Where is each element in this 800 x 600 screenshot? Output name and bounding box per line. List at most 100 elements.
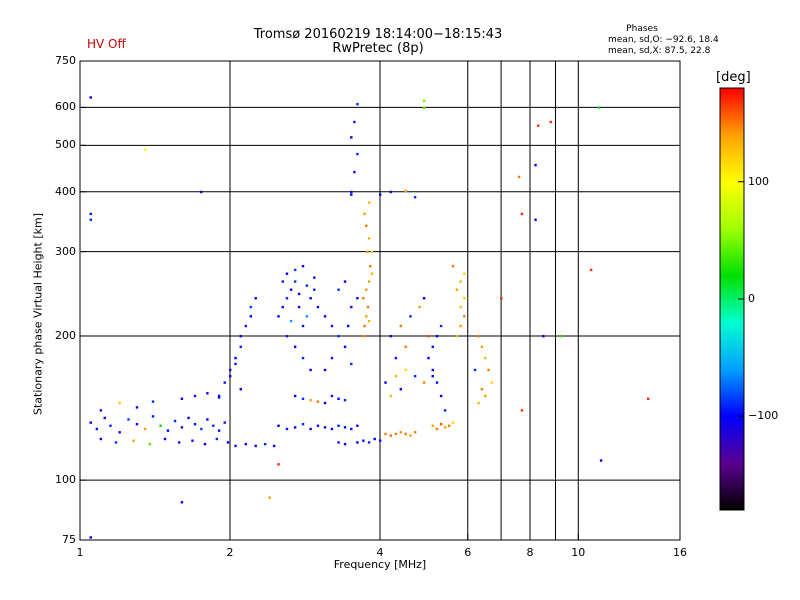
data-point: [263, 442, 267, 446]
data-point: [431, 374, 434, 378]
data-point: [330, 394, 334, 398]
data-point: [277, 463, 280, 466]
data-point: [89, 212, 92, 216]
data-point: [389, 434, 392, 437]
data-point: [159, 424, 162, 427]
data-point: [459, 324, 462, 328]
data-point: [343, 399, 347, 402]
data-point: [350, 136, 353, 139]
data-point: [281, 305, 284, 309]
data-point: [500, 297, 503, 300]
data-point: [520, 212, 524, 216]
chart-title: Tromsø 20160219 18:14:00−18:15:43: [253, 27, 503, 42]
data-point: [443, 426, 447, 429]
data-point: [143, 427, 147, 431]
data-point: [191, 439, 194, 442]
data-point: [118, 401, 121, 405]
data-point: [389, 394, 392, 398]
data-point: [293, 280, 297, 283]
data-point: [384, 381, 387, 384]
data-point: [534, 218, 537, 221]
data-point: [301, 356, 305, 360]
data-point: [463, 297, 466, 300]
data-point: [193, 394, 197, 398]
data-point: [289, 319, 293, 323]
grid-lines: [80, 61, 680, 540]
x-axis-ticks: [79, 534, 681, 540]
x-tick-label: 10: [571, 546, 586, 559]
data-point: [367, 201, 371, 204]
data-point: [293, 394, 297, 398]
data-point: [389, 334, 392, 338]
data-point: [356, 152, 359, 156]
data-point: [193, 422, 197, 426]
data-point: [223, 421, 226, 424]
data-point: [316, 400, 320, 403]
data-point: [277, 315, 280, 318]
data-point: [435, 427, 439, 431]
data-point: [285, 297, 289, 300]
data-point: [239, 334, 242, 338]
data-point: [316, 305, 320, 309]
data-point: [323, 315, 327, 318]
data-point: [431, 368, 434, 372]
y-tick-label: 750: [55, 54, 76, 67]
data-point: [330, 324, 334, 328]
data-point: [459, 305, 462, 309]
data-point: [229, 374, 232, 378]
data-point: [404, 345, 407, 349]
data-point: [451, 421, 455, 424]
y-tick-label: 75: [62, 533, 76, 546]
phases-o-line: mean, sd,O: −92.6, 18.4: [608, 35, 719, 45]
data-point: [135, 422, 139, 426]
data-point: [399, 324, 403, 328]
data-point: [439, 324, 443, 328]
data-point: [356, 102, 359, 106]
data-point: [362, 439, 365, 442]
data-point: [443, 409, 447, 412]
data-point: [431, 345, 434, 349]
colorbar-tick-label: 100: [748, 174, 769, 188]
data-point: [536, 124, 540, 127]
data-point: [559, 334, 562, 338]
data-point: [215, 437, 219, 441]
data-point: [313, 288, 316, 291]
data-point: [272, 444, 276, 448]
data-point: [187, 416, 190, 420]
data-point: [394, 432, 398, 436]
data-point: [293, 345, 297, 349]
data-point: [404, 189, 407, 193]
data-point: [399, 431, 403, 434]
data-point: [350, 305, 353, 309]
data-point: [239, 387, 242, 391]
data-point: [297, 305, 301, 309]
data-point: [309, 297, 312, 300]
data-point: [350, 190, 353, 194]
data-point: [206, 418, 209, 421]
data-point: [234, 356, 237, 360]
data-point: [367, 280, 371, 283]
colorbar-label: [deg]: [716, 70, 751, 85]
data-point: [365, 288, 368, 291]
data-point: [599, 459, 603, 462]
data-point: [362, 297, 365, 300]
data-point: [356, 424, 359, 427]
data-point: [226, 441, 230, 444]
y-tick-label: 600: [55, 100, 76, 114]
data-point: [99, 437, 103, 441]
data-point: [309, 368, 312, 372]
data-point: [309, 399, 312, 402]
data-point: [89, 218, 92, 221]
data-point: [534, 163, 537, 167]
data-point: [422, 106, 426, 109]
y-tick-label: 100: [55, 473, 76, 487]
data-point: [370, 272, 374, 275]
data-point: [455, 288, 459, 291]
data-point: [404, 432, 407, 436]
data-point: [95, 427, 99, 431]
data-point: [316, 424, 320, 427]
data-point: [254, 297, 257, 300]
data-point: [217, 396, 221, 399]
data-point: [89, 536, 92, 539]
data-point: [343, 280, 347, 283]
